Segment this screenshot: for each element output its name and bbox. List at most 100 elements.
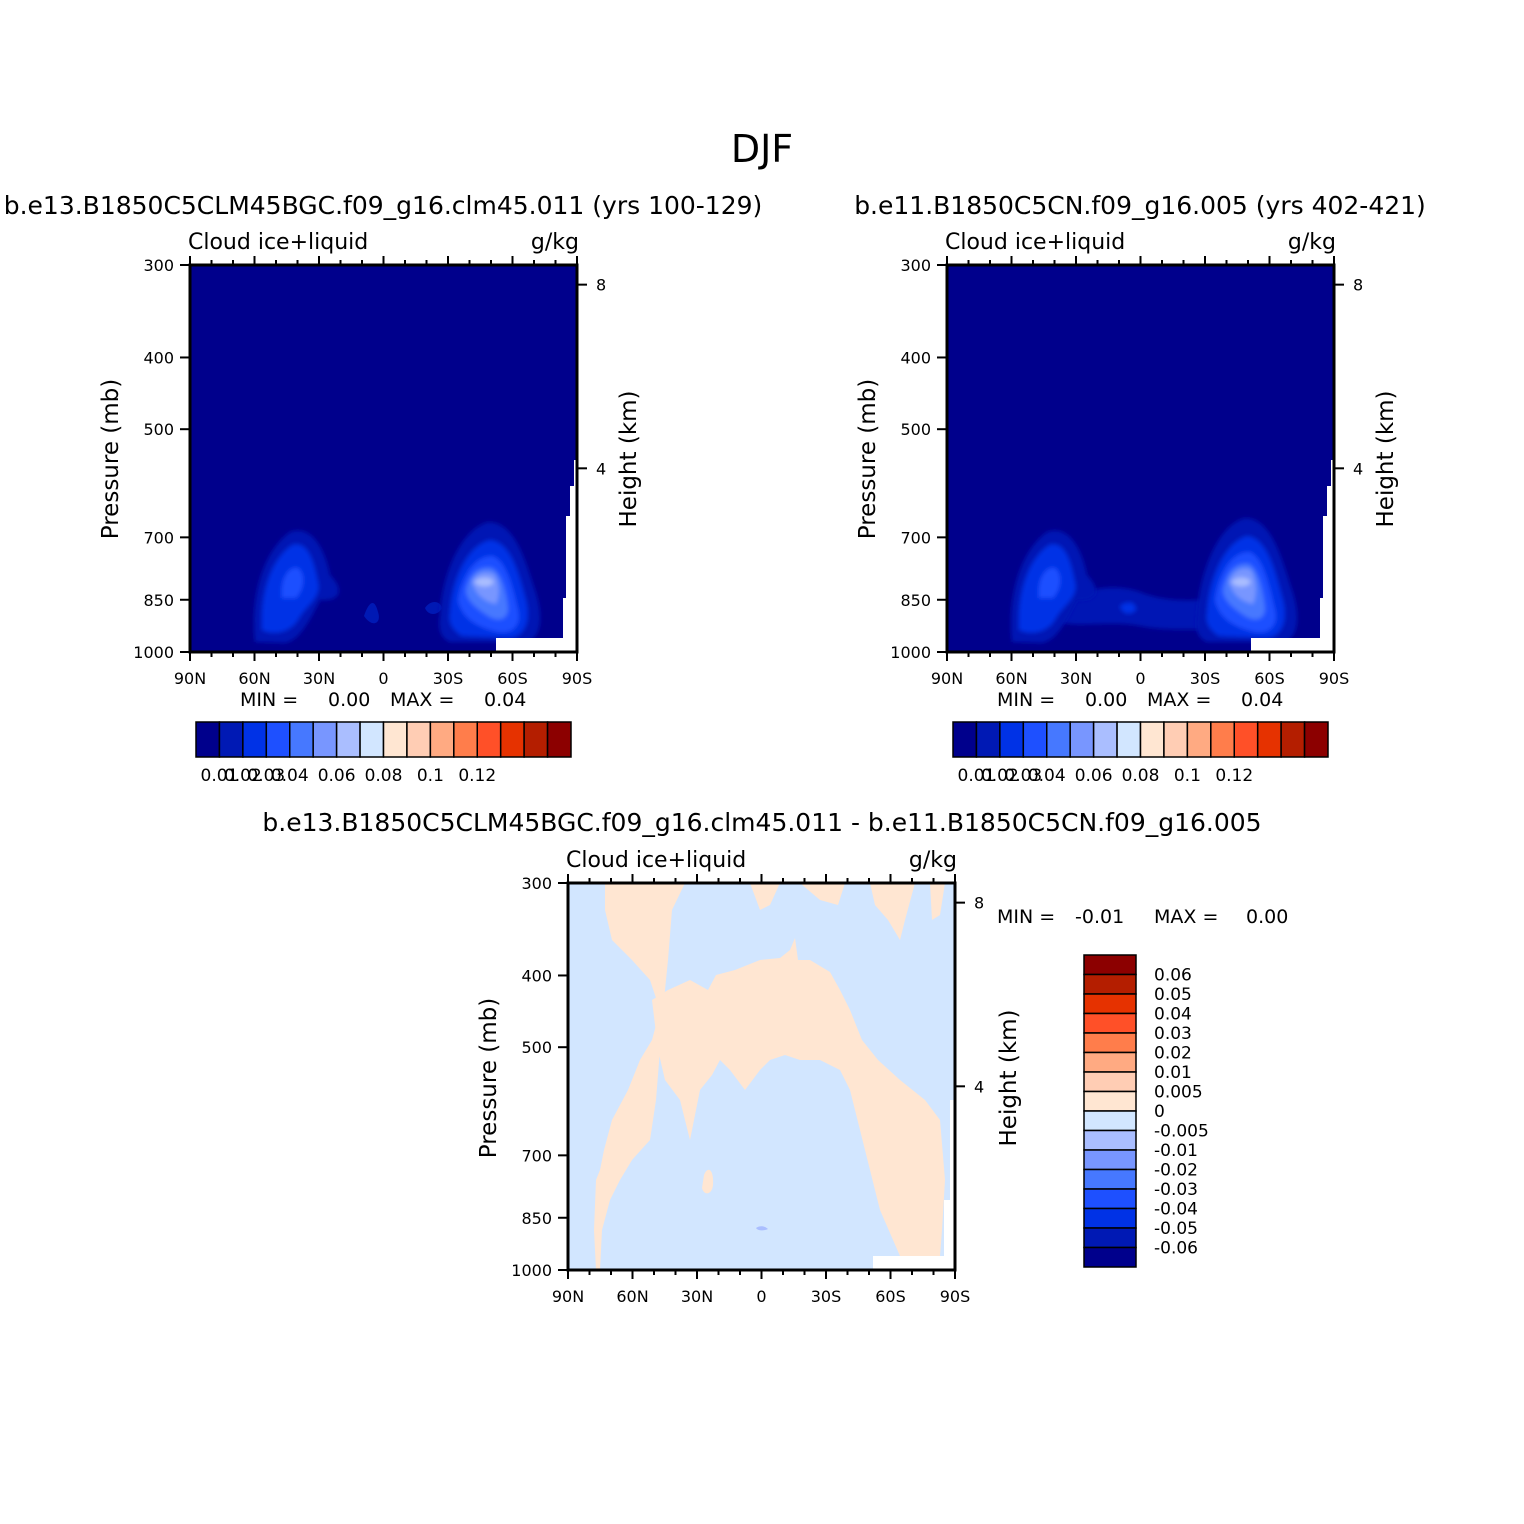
panel-c-ytick-label: 500: [521, 1038, 552, 1057]
panel-b-colorbar-box: [1303, 721, 1329, 758]
panel-a-xtick-label: 30S: [433, 669, 464, 688]
panel-b-ytick-label: 700: [900, 528, 931, 547]
panel-a-xtick-label: 0: [378, 669, 388, 688]
panel-a-colorbar-label: 0.02: [224, 766, 262, 786]
panel-c-left-label: Cloud ice+liquid: [566, 848, 746, 873]
panel-a-left-label: Cloud ice+liquid: [188, 230, 368, 255]
panel-b-xtick-label: 60N: [995, 669, 1027, 688]
panel-b-nh-maximum: [1010, 530, 1096, 643]
panel-b-ytick-right-label: 4: [1353, 459, 1363, 478]
panel-c-xtick-label: 60N: [616, 1287, 648, 1306]
panel-c-colorbar-box: [1083, 1168, 1137, 1190]
panel-b-ytick-label: 300: [900, 256, 931, 275]
panel-c-colorbar-label: -0.005: [1154, 1122, 1209, 1142]
panel-c-xtick-label: 0: [756, 1287, 766, 1306]
panel-c-colorbar-box: [1083, 973, 1137, 995]
panel-b-ylabel-right: Height (km): [1373, 390, 1399, 527]
panel-b-colorbar-box: [975, 721, 1001, 758]
panel-a-ytick-right-label: 4: [596, 459, 606, 478]
panel-c-ytick-label: 700: [521, 1146, 552, 1165]
panel-a-equatorial-patch-2: [425, 602, 442, 614]
panel-a-colorbar: 0.010.020.030.04 0.06 0.08 0.1 0.12: [195, 721, 572, 786]
panel-a-topography: [496, 460, 577, 652]
panel-c: b.e13.B1850C5CLM45BGC.f09_g16.clm45.011 …: [262, 808, 1288, 1306]
panel-b-colorbar: 0.010.020.030.04 0.06 0.08 0.1 0.12: [952, 721, 1329, 786]
panel-c-colorbar-label: -0.04: [1154, 1200, 1198, 1220]
panel-c-colorbar-label: -0.02: [1154, 1161, 1198, 1181]
panel-c-axes: 90N 60N 30N 0 30S 60S 90S 300 400 500 700 850 1000 8 4: [511, 874, 984, 1306]
panel-a-ytick-label: 1000: [133, 643, 174, 662]
panel-c-xtick-label: 60S: [875, 1287, 906, 1306]
panel-c-positive-region-nh: [594, 883, 685, 1270]
panel-b-field: [947, 265, 1334, 652]
panel-a-xtick-label: 60N: [238, 669, 270, 688]
panel-a-colorbar-box: [453, 721, 478, 758]
panel-c-colorbar-label: -0.03: [1154, 1180, 1198, 1200]
panel-b-colorbar-label: 0.04: [1028, 766, 1066, 786]
panel-a-ytick-label: 300: [143, 256, 174, 275]
panel-b-colorbar-box: [1233, 721, 1259, 758]
panel-c-colorbar-box: [1083, 1227, 1137, 1249]
panel-b-max-value: 0.04: [1241, 689, 1283, 711]
panel-b-title: b.e11.B1850C5CN.f09_g16.005 (yrs 402-421…: [854, 191, 1426, 220]
panel-a-colorbar-label: 0.03: [247, 766, 285, 786]
panel-a-max-value: 0.04: [484, 689, 526, 711]
panel-c-colorbar-label: 0.06: [1154, 966, 1192, 986]
panel-a-colorbar-label: 0.04: [271, 766, 309, 786]
panel-a-colorbar-box: [429, 721, 455, 758]
panel-c-topography: [873, 1100, 955, 1270]
panel-a-colorbar-box: [382, 721, 408, 758]
panel-c-max-label: MAX =: [1154, 906, 1218, 928]
panel-a-colorbar-box: [546, 721, 572, 758]
panel-c-positive-region-upper: [652, 938, 945, 1256]
panel-a-ytick-label: 400: [143, 348, 174, 367]
panel-b-colorbar-label: 0.02: [981, 766, 1019, 786]
panel-a-colorbar-label: 0.1: [417, 766, 444, 786]
panel-b-max-label: MAX =: [1147, 689, 1211, 711]
panel-b-ytick-label: 1000: [890, 643, 931, 662]
panel-b-colorbar-label: 0.06: [1075, 766, 1113, 786]
panel-b-colorbar-box: [1069, 721, 1095, 758]
panel-b-colorbar-label: 0.1: [1174, 766, 1201, 786]
panel-a-colorbar-box: [406, 721, 432, 758]
panel-b-ytick-label: 500: [900, 420, 931, 439]
panel-c-xtick-label: 30N: [681, 1287, 713, 1306]
panel-b: b.e11.B1850C5CN.f09_g16.005 (yrs 402-421…: [854, 191, 1426, 786]
panel-b-xtick-label: 0: [1135, 669, 1145, 688]
panel-b-right-label: g/kg: [1288, 230, 1336, 255]
panel-a-ytick-label: 500: [143, 420, 174, 439]
panel-a-colorbar-label: 0.12: [458, 766, 496, 786]
panel-c-colorbar: 0.060.050.040.030.020.010.0050-0.005-0.0…: [1083, 954, 1209, 1268]
panel-b-colorbar-label: 0.12: [1215, 766, 1253, 786]
panel-b-colorbar-label: 0.01: [958, 766, 996, 786]
panel-a-colorbar-box: [476, 721, 502, 758]
panel-a-ytick-label: 850: [143, 591, 174, 610]
panel-c-colorbar-label: 0.02: [1154, 1044, 1192, 1064]
panel-b-xtick-label: 90S: [1319, 669, 1350, 688]
panel-a-title: b.e13.B1850C5CLM45BGC.f09_g16.clm45.011 …: [4, 191, 763, 220]
panel-c-colorbar-box: [1083, 993, 1137, 1015]
panel-c-colorbar-box: [1083, 1032, 1137, 1054]
panel-c-colorbar-box: [1083, 954, 1137, 976]
panel-b-ytick-label: 400: [900, 348, 931, 367]
panel-a-colorbar-label: 0.01: [201, 766, 239, 786]
panel-a-field: [190, 265, 577, 652]
panel-c-colorbar-label: 0: [1154, 1102, 1165, 1122]
panel-c-right-label: g/kg: [909, 848, 957, 873]
panel-a-sh-maximum: [439, 522, 541, 642]
panel-a-axes: 90N 60N 30N 0 30S 60S 90S 300 400 500 700 850 1000 8 4: [133, 256, 606, 688]
panel-a-ylabel: Pressure (mb): [98, 379, 124, 539]
panel-c-ylabel: Pressure (mb): [476, 998, 502, 1158]
panel-c-colorbar-box: [1083, 1012, 1137, 1034]
panel-c-colorbar-label: 0.05: [1154, 985, 1192, 1005]
panel-a-colorbar-box: [289, 721, 314, 758]
panel-c-ytick-right-label: 4: [974, 1077, 984, 1096]
panel-a-nh-maximum: [253, 530, 339, 643]
panel-c-positive-region-top-right: [750, 883, 945, 940]
panel-a-ylabel-right: Height (km): [616, 390, 642, 527]
panel-c-xtick-label: 90N: [552, 1287, 584, 1306]
panel-b-colorbar-label: 0.03: [1004, 766, 1042, 786]
panel-b-xtick-label: 60S: [1254, 669, 1285, 688]
panel-a-colorbar-box: [312, 721, 338, 758]
